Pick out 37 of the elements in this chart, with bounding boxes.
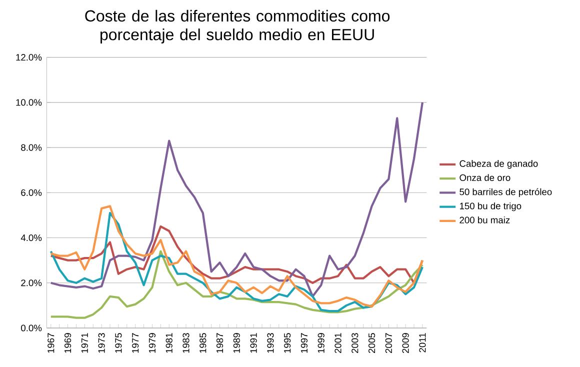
- x-tick-label: 1987: [216, 333, 224, 353]
- x-tick-label: 1969: [64, 333, 72, 353]
- x-tick-label: 1995: [284, 333, 291, 353]
- x-tick-label: 1999: [318, 333, 324, 353]
- legend-label: 150 bu de trigo: [460, 202, 522, 212]
- x-tick-label: 1979: [148, 333, 156, 353]
- x-tick-label: 1981: [166, 333, 172, 353]
- y-tick-label: 8.0%: [21, 144, 42, 152]
- x-tick-label: 2005: [368, 333, 376, 354]
- x-tick-label: 1973: [98, 333, 105, 353]
- x-tick-label: 1967: [48, 333, 54, 353]
- x-tick-label: 2001: [334, 333, 342, 354]
- x-tick-label: 1985: [200, 333, 206, 353]
- x-tick-label: 2003: [352, 333, 358, 354]
- y-tick-label: 0.0%: [21, 324, 42, 332]
- x-tick-label: 1993: [267, 333, 274, 353]
- x-tick-label: 2007: [385, 333, 392, 354]
- x-tick-label: 1989: [233, 333, 240, 353]
- x-tick-label: 1983: [182, 333, 190, 353]
- legend-label: 200 bu maiz: [460, 216, 510, 224]
- y-tick-label: 12.0%: [16, 54, 42, 61]
- y-tick-label: 4.0%: [20, 234, 42, 242]
- y-tick-label: 6.0%: [21, 190, 42, 196]
- legend-label: Cabeza de ganado: [460, 160, 538, 169]
- x-tick-label: 2011: [419, 333, 426, 352]
- x-tick-label: 1975: [115, 333, 122, 353]
- legend-label: Onza de oro: [460, 174, 510, 182]
- line-series: [50, 102, 424, 298]
- x-tick-label: 1991: [250, 333, 257, 353]
- x-tick-label: 1971: [81, 333, 88, 353]
- x-tick-label: 2009: [402, 333, 409, 354]
- y-tick-label: 10.0%: [16, 99, 42, 106]
- x-tick-label: 1977: [132, 333, 139, 353]
- y-tick-label: 2.0%: [21, 280, 42, 286]
- x-tick-label: 1997: [300, 333, 308, 353]
- chart-title: Coste de las diferentes commodities como porcentaje del sueldo medio en EEUU: [85, 10, 390, 44]
- legend-label: 50 barriles de petróleo: [460, 188, 552, 198]
